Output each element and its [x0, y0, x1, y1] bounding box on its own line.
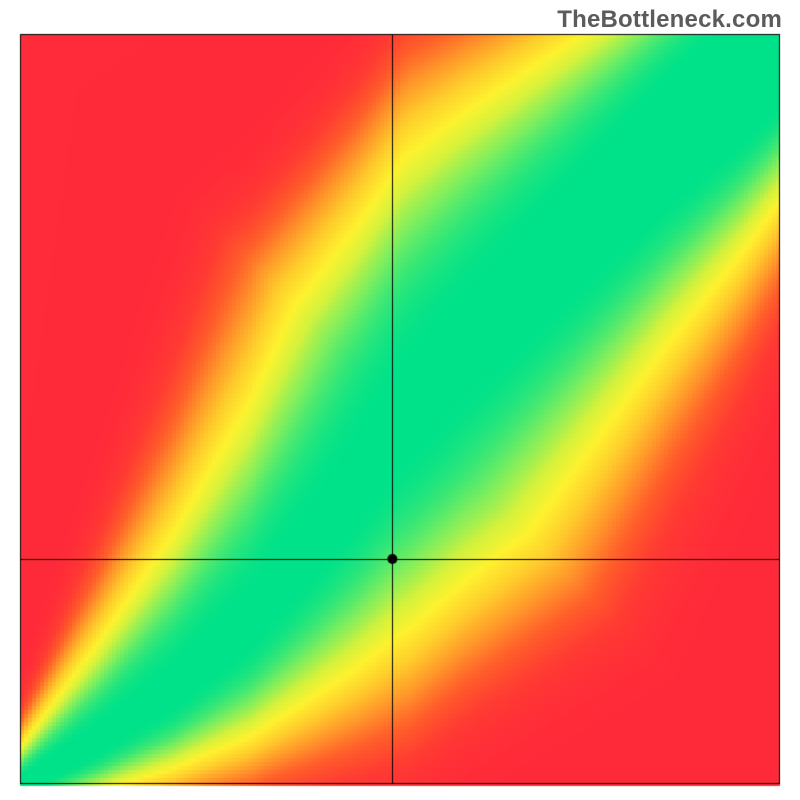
chart-container: TheBottleneck.com	[0, 0, 800, 800]
watermark-text: TheBottleneck.com	[557, 6, 782, 34]
heatmap-canvas	[0, 0, 800, 800]
